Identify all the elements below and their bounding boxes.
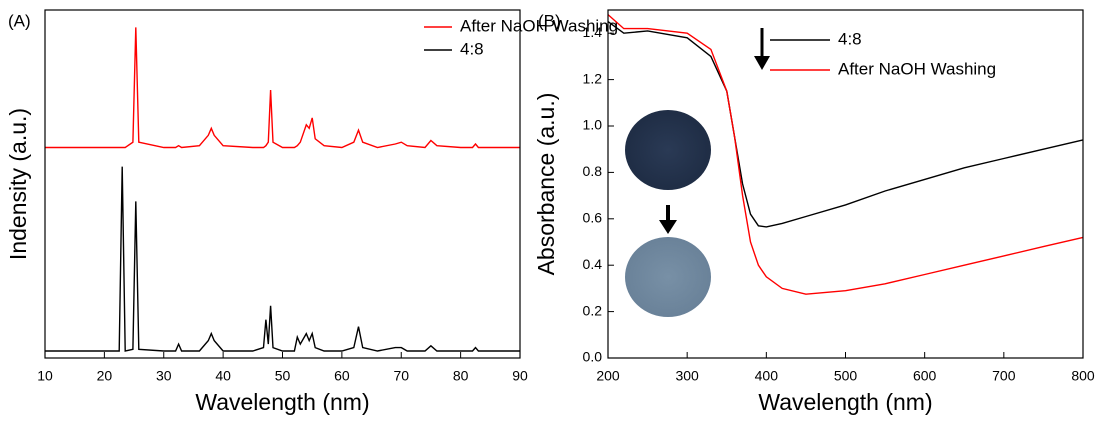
legend-label: After NaOH Washing xyxy=(460,16,618,35)
y-axis-label: Absorbance (a.u.) xyxy=(533,93,559,276)
x-tick-label: 10 xyxy=(37,368,53,384)
x-tick-label: 20 xyxy=(97,368,113,384)
x-tick-label: 300 xyxy=(675,368,699,384)
panel-label: (A) xyxy=(8,11,31,30)
series-line xyxy=(607,14,1084,295)
series-line xyxy=(607,21,1084,228)
x-tick-label: 500 xyxy=(834,368,858,384)
series-line xyxy=(45,27,520,149)
legend-label: 4:8 xyxy=(460,39,484,58)
plot-frame xyxy=(607,9,1084,359)
x-axis-label: Wavelength (nm) xyxy=(758,389,932,415)
x-tick-label: 50 xyxy=(275,368,291,384)
y-tick-label: 0.8 xyxy=(583,163,603,179)
y-tick-label: 1.2 xyxy=(583,70,603,86)
legend-label: After NaOH Washing xyxy=(838,59,996,78)
y-tick-label: 0.0 xyxy=(583,349,603,365)
x-tick-label: 30 xyxy=(156,368,172,384)
x-tick-label: 400 xyxy=(755,368,779,384)
x-tick-label: 70 xyxy=(393,368,409,384)
legend-label: 4:8 xyxy=(838,29,862,48)
series-line xyxy=(45,166,520,352)
x-tick-label: 800 xyxy=(1071,368,1095,384)
x-tick-label: 600 xyxy=(913,368,937,384)
y-tick-label: 0.4 xyxy=(583,256,603,272)
x-tick-label: 60 xyxy=(334,368,350,384)
x-axis-label: Wavelength (nm) xyxy=(195,389,369,415)
sample-dark xyxy=(625,110,711,190)
y-tick-label: 1.0 xyxy=(583,117,603,133)
x-tick-label: 700 xyxy=(992,368,1016,384)
arrow-head xyxy=(659,220,677,234)
x-tick-label: 40 xyxy=(215,368,231,384)
x-tick-label: 90 xyxy=(512,368,528,384)
panel-label: (B) xyxy=(538,11,561,30)
x-tick-label: 80 xyxy=(453,368,469,384)
arrow-head xyxy=(754,56,770,70)
y-axis-label: Indensity (a.u.) xyxy=(5,108,31,260)
y-tick-label: 1.4 xyxy=(583,24,603,40)
y-tick-label: 0.6 xyxy=(583,210,603,226)
y-tick-label: 0.2 xyxy=(583,302,603,318)
sample-light xyxy=(625,237,711,317)
x-tick-label: 200 xyxy=(596,368,620,384)
plot-frame xyxy=(44,9,521,359)
